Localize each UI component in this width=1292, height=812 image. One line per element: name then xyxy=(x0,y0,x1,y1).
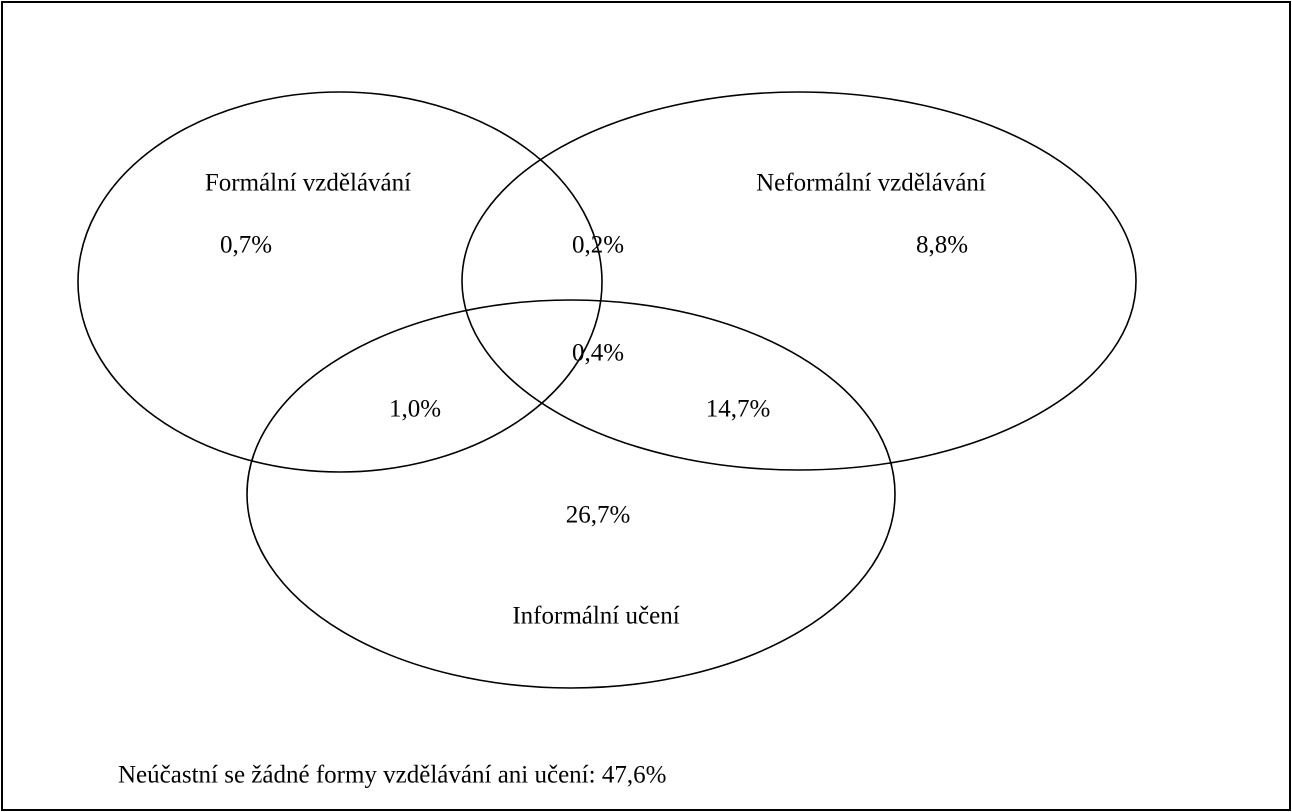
footer-note: Neúčastní se žádné formy vzdělávání ani … xyxy=(118,762,666,789)
region-label: 0,7% xyxy=(220,232,272,259)
region-label: 0,2% xyxy=(572,232,624,259)
region-label: 1,0% xyxy=(389,396,441,423)
region-label: 26,7% xyxy=(566,502,631,529)
set-ellipse xyxy=(461,91,1137,471)
set-ellipse xyxy=(246,299,896,689)
region-label: 8,8% xyxy=(916,232,968,259)
region-label: 14,7% xyxy=(706,396,771,423)
set-label: Neformální vzdělávání xyxy=(756,170,986,197)
set-label: Formální vzdělávání xyxy=(205,170,411,197)
set-ellipse xyxy=(77,91,603,473)
set-label: Informální učení xyxy=(512,603,679,630)
region-label: 0,4% xyxy=(572,340,624,367)
